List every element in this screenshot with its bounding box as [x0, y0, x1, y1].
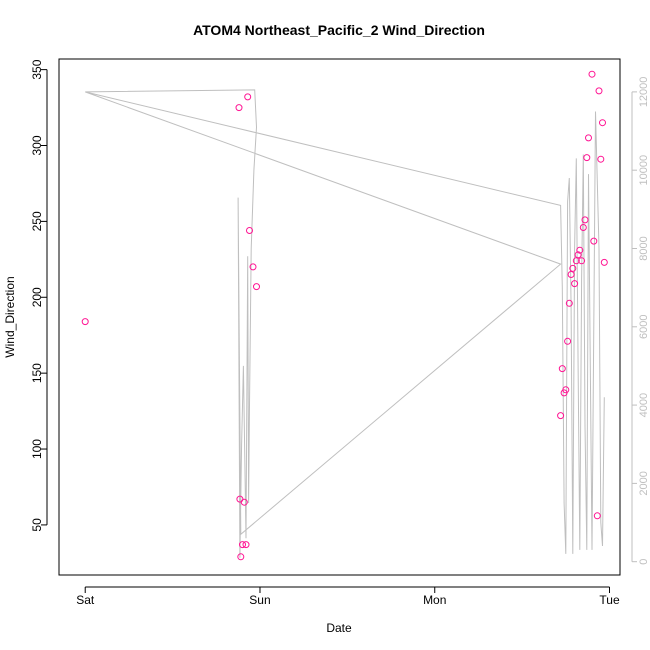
data-point	[578, 257, 586, 265]
data-point	[557, 412, 565, 420]
data-point	[565, 299, 573, 307]
data-point	[595, 87, 603, 95]
y2-tick-label: 0	[638, 559, 650, 565]
data-point	[569, 264, 577, 272]
y2-tick-label: 10000	[638, 155, 650, 186]
data-point	[253, 283, 260, 291]
y-axis-left: 50 100 150 200 250 300 350	[30, 59, 48, 532]
data-point	[235, 104, 243, 112]
x-axis: Sat Sun Mon Tue	[76, 586, 620, 607]
data-point	[599, 119, 606, 127]
x-tick-label: Tue	[599, 593, 620, 607]
data-point	[567, 271, 575, 278]
series-line	[85, 89, 605, 558]
y-tick-label: 100	[30, 439, 44, 459]
data-point	[239, 541, 246, 549]
y-axis-label: Wind_Direction	[3, 276, 17, 357]
y-axis-right: 0 2000 4000 6000 8000 10000 12000	[631, 77, 650, 565]
data-point	[564, 337, 572, 345]
data-point	[593, 512, 601, 520]
data-point	[246, 227, 253, 234]
y-tick-label: 200	[30, 287, 44, 307]
y-tick-label: 350	[30, 59, 44, 79]
y-tick-label: 250	[30, 211, 44, 231]
x-tick-label: Sun	[249, 593, 270, 607]
data-point	[579, 224, 587, 231]
data-point	[571, 280, 579, 288]
data-point	[242, 541, 250, 549]
data-point	[583, 154, 591, 162]
data-point	[562, 386, 570, 394]
data-point	[237, 553, 245, 561]
wind-direction-points	[81, 70, 608, 561]
y2-tick-label: 8000	[638, 236, 650, 260]
data-point	[590, 237, 598, 245]
data-point	[558, 365, 566, 373]
y2-tick-label: 4000	[638, 393, 650, 417]
data-point	[600, 258, 608, 266]
data-point	[581, 216, 589, 224]
y-tick-label: 50	[30, 518, 44, 532]
plot-frame	[58, 58, 621, 576]
data-point	[576, 246, 584, 254]
y2-tick-label: 2000	[638, 471, 650, 495]
y-tick-label: 150	[30, 363, 44, 383]
data-point	[585, 134, 592, 142]
data-point	[81, 318, 89, 326]
y2-tick-label: 6000	[638, 315, 650, 339]
data-point	[244, 93, 252, 101]
x-axis-label: Date	[326, 621, 352, 635]
data-point	[597, 155, 605, 163]
y-tick-label: 300	[30, 135, 44, 155]
data-point	[574, 251, 582, 259]
data-point	[249, 263, 257, 271]
chart-title: ATOM4 Northeast_Pacific_2 Wind_Direction	[193, 22, 485, 38]
x-tick-label: Mon	[423, 593, 446, 607]
y2-tick-label: 12000	[638, 77, 650, 108]
right-axis-series-line	[85, 89, 605, 558]
x-tick-label: Sat	[76, 593, 95, 607]
data-point	[588, 70, 596, 78]
data-point	[240, 498, 248, 506]
